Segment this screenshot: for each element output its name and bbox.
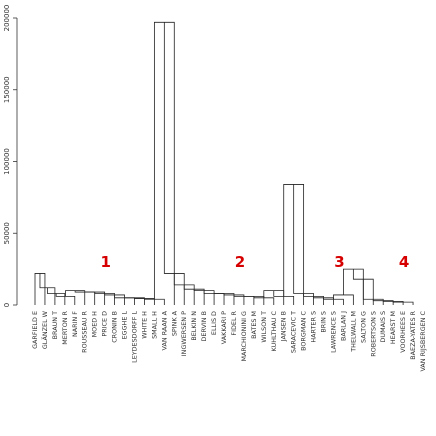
leaf-label: DUMAIS S bbox=[379, 311, 387, 343]
leaf-label: GARFIELD E bbox=[31, 311, 39, 349]
leaf-label: LEYDESDORFF L bbox=[130, 311, 138, 363]
leaf-label: KUHLTHAU C bbox=[270, 310, 278, 351]
cluster-label: 3 bbox=[334, 253, 344, 271]
dendrogram-link bbox=[124, 297, 145, 305]
leaf-label: VAKKARI P bbox=[220, 311, 228, 344]
leaf-label: FIDEL R bbox=[230, 310, 238, 335]
dendrogram-link bbox=[392, 301, 414, 305]
cluster-label: 4 bbox=[399, 253, 409, 271]
leaf-label: LAWRENCE S bbox=[329, 311, 337, 353]
leaf-labels: GARFIELD E GLÄNZEL W BRAUN T MERTON R NARIN … bbox=[31, 310, 427, 371]
leaf-label: BORGMAN C bbox=[300, 310, 308, 350]
y-tick-label: 50000 bbox=[3, 222, 11, 244]
y-axis: 0 50000 100000 150000 200000 bbox=[3, 5, 18, 307]
leaf-label: MERTON R bbox=[61, 310, 69, 344]
cluster-label: 1 bbox=[100, 253, 110, 271]
leaf-label: ROBERTSON S bbox=[369, 311, 377, 357]
cluster-label: 2 bbox=[235, 253, 245, 271]
leaf-label: BRIN S bbox=[320, 311, 328, 333]
y-tick-label: 200000 bbox=[3, 5, 11, 32]
dendrogram-link bbox=[214, 293, 235, 305]
leaf-label: BARLAN J bbox=[339, 311, 347, 341]
leaf-label: CRONIN B bbox=[111, 311, 119, 343]
leaf-label: SMALL H bbox=[150, 311, 158, 339]
leaf-label: MARCHIONINI G bbox=[240, 311, 248, 362]
y-tick-label: 100000 bbox=[3, 148, 11, 175]
cluster-labels: 1 2 3 4 bbox=[100, 253, 409, 271]
leaf-label: MOED H bbox=[91, 311, 99, 338]
leaf-label: WHITE H bbox=[140, 311, 148, 339]
leaf-label: DERVIN B bbox=[200, 311, 208, 342]
leaf-label: SPINK A bbox=[170, 310, 178, 336]
leaf-label: PRICE D bbox=[101, 311, 109, 337]
leaf-label: SARACEVIC T bbox=[290, 311, 298, 353]
leaf-label: VAN RAAN A bbox=[160, 310, 168, 350]
leaf-label: INGWERSEN P bbox=[180, 311, 188, 356]
leaf-label: VOORHEES E bbox=[399, 311, 407, 353]
leaf-label: ELLIS D bbox=[210, 311, 218, 335]
leaf-label: BATES M bbox=[250, 311, 258, 339]
y-tick-label: 0 bbox=[3, 303, 11, 307]
leaf-label: HEARST M bbox=[389, 311, 397, 344]
leaf-label: BELKIN N bbox=[190, 311, 198, 341]
leaf-label: WILSON T bbox=[260, 311, 268, 343]
leaf-label: VAN RIJSBERGEN C bbox=[419, 310, 427, 371]
leaf-label: BAEZA-YATES R bbox=[409, 310, 417, 359]
leaf-label: ROUSSEAU R bbox=[81, 310, 89, 352]
leaf-label: SALTON G bbox=[359, 311, 367, 343]
leaf-label: EGGHE L bbox=[121, 311, 129, 340]
leaf-label: JANSEN B bbox=[280, 311, 288, 342]
dendrogram-link bbox=[84, 291, 106, 305]
leaf-label: NARIN F bbox=[71, 311, 79, 337]
leaf-label: HARTER S bbox=[310, 311, 318, 343]
dendrogram-tree bbox=[34, 21, 414, 305]
leaf-label: BRAUN T bbox=[51, 311, 59, 339]
y-tick-label: 150000 bbox=[3, 76, 11, 103]
leaf-label: THELWALL M bbox=[349, 311, 357, 353]
leaf-label: GLÄNZEL W bbox=[40, 310, 49, 349]
